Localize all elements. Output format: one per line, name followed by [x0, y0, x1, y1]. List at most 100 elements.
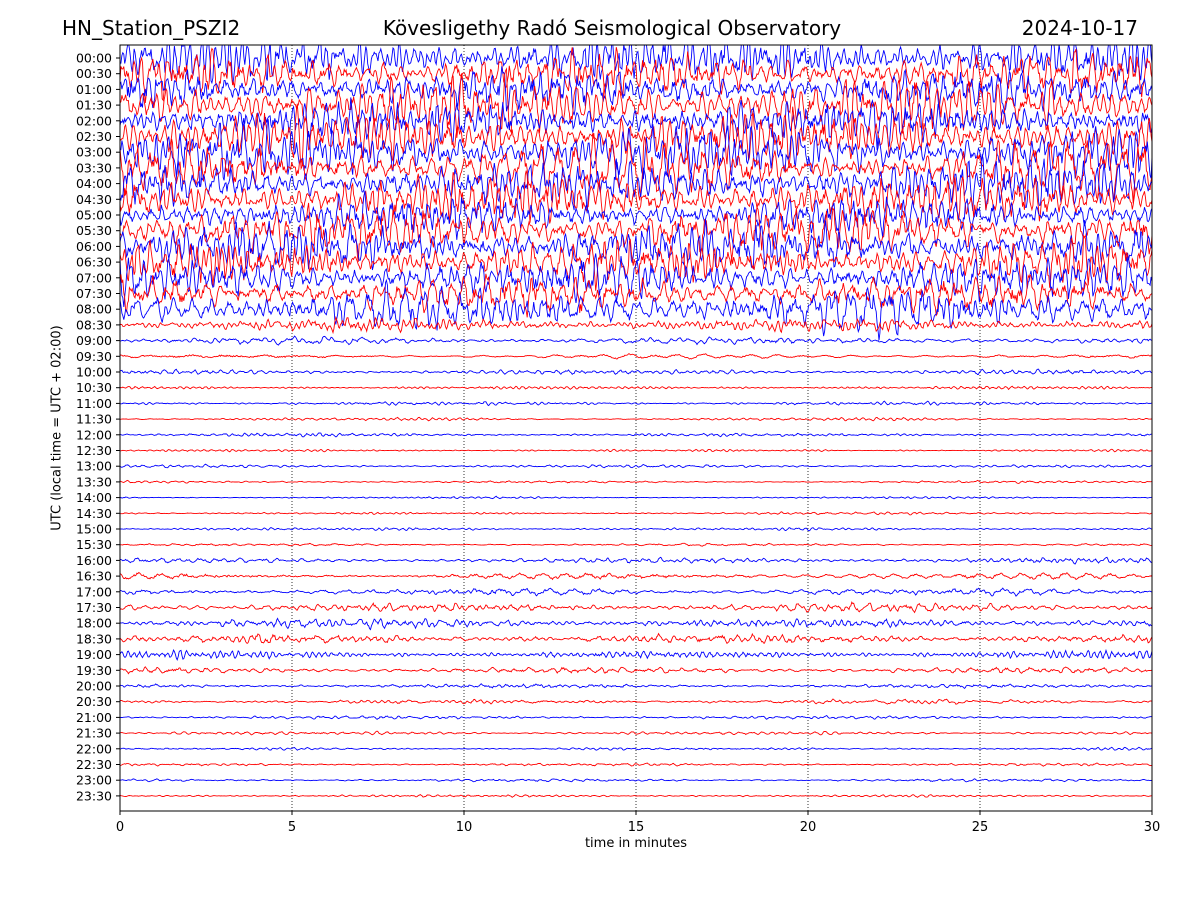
- trace-line: [120, 683, 1152, 690]
- record-date: 2024-10-17: [1021, 16, 1138, 40]
- x-tick-label: 10: [456, 820, 473, 835]
- station-name: HN_Station_PSZI2: [62, 16, 241, 40]
- y-tick-label: 19:30: [76, 663, 112, 678]
- observatory-title: Kövesligethy Radó Seismological Observat…: [382, 16, 842, 40]
- trace-line: [120, 495, 1152, 500]
- y-tick-label: 12:30: [76, 443, 112, 458]
- x-tick-label: 15: [628, 820, 645, 835]
- trace-line: [120, 97, 1152, 151]
- y-tick-label: 07:30: [76, 286, 112, 301]
- trace-line: [120, 385, 1152, 391]
- trace-line: [120, 648, 1152, 661]
- y-tick-label: 08:00: [76, 302, 112, 317]
- y-tick-label: 15:30: [76, 537, 112, 552]
- trace-line: [120, 154, 1152, 214]
- trace-line: [120, 526, 1152, 532]
- trace-line: [120, 714, 1152, 720]
- trace-line: [120, 778, 1152, 783]
- trace-line: [120, 794, 1152, 798]
- x-tick-labels: 0 5 10 15 20 25 30: [116, 811, 1160, 835]
- trace-line: [120, 132, 1152, 204]
- y-tick-label: 10:30: [76, 380, 112, 395]
- trace-line: [120, 315, 1152, 335]
- trace-line: [120, 234, 1152, 291]
- trace-line: [120, 273, 1152, 318]
- y-tick-label: 12:00: [76, 427, 112, 442]
- y-tick-label: 11:30: [76, 412, 112, 427]
- trace-line: [120, 601, 1152, 614]
- trace-line: [120, 463, 1152, 469]
- y-tick-label: 09:30: [76, 349, 112, 364]
- x-tick-label: 0: [116, 820, 124, 835]
- trace-line: [120, 353, 1152, 360]
- y-tick-label: 15:00: [76, 522, 112, 537]
- y-tick-label: 09:00: [76, 333, 112, 348]
- y-tick-label: 16:30: [76, 569, 112, 584]
- y-tick-label: 01:00: [76, 82, 112, 97]
- grid-lines: [291, 45, 981, 811]
- y-tick-label: 07:00: [76, 270, 112, 285]
- trace-line: [120, 103, 1152, 171]
- y-tick-label: 21:00: [76, 710, 112, 725]
- y-tick-label: 19:00: [76, 647, 112, 662]
- y-tick-label: 03:00: [76, 145, 112, 160]
- trace-line: [120, 170, 1152, 224]
- trace-line: [120, 45, 1152, 85]
- trace-line: [120, 202, 1152, 263]
- trace-line: [120, 632, 1152, 645]
- trace-line: [120, 746, 1152, 751]
- trace-line: [120, 448, 1152, 453]
- y-tick-label: 04:00: [76, 176, 112, 191]
- y-tick-label: 13:00: [76, 459, 112, 474]
- y-tick-label: 14:30: [76, 506, 112, 521]
- trace-line: [120, 571, 1152, 581]
- y-tick-label: 00:00: [76, 51, 112, 66]
- trace-line: [120, 511, 1152, 516]
- y-tick-label: 17:30: [76, 600, 112, 615]
- y-tick-label: 00:30: [76, 66, 112, 81]
- y-tick-label: 06:00: [76, 239, 112, 254]
- y-tick-label: 02:30: [76, 129, 112, 144]
- y-tick-label: 05:30: [76, 223, 112, 238]
- trace-line: [120, 278, 1152, 341]
- trace-group: [120, 45, 1152, 798]
- trace-line: [120, 190, 1152, 240]
- y-tick-label: 20:00: [76, 679, 112, 694]
- trace-line: [120, 698, 1152, 705]
- trace-line: [120, 542, 1152, 547]
- trace-line: [120, 479, 1152, 484]
- trace-line: [120, 617, 1152, 631]
- trace-line: [120, 47, 1152, 104]
- trace-line: [120, 416, 1152, 422]
- y-tick-label: 22:30: [76, 757, 112, 772]
- y-tick-label: 18:30: [76, 631, 112, 646]
- y-axis-label: UTC (local time = UTC + 02:00): [49, 325, 65, 531]
- y-tick-label: 20:30: [76, 694, 112, 709]
- y-tick-label: 10:00: [76, 365, 112, 380]
- x-tick-label: 5: [288, 820, 296, 835]
- y-tick-label: 23:30: [76, 788, 112, 803]
- trace-line: [120, 432, 1152, 438]
- trace-line: [120, 218, 1152, 271]
- plot-frame: [119, 44, 1153, 812]
- y-tick-labels: 00:0000:3001:0001:3002:0002:3003:0003:30…: [76, 51, 120, 803]
- y-tick-label: 04:30: [76, 192, 112, 207]
- y-tick-label: 22:00: [76, 741, 112, 756]
- trace-line: [120, 400, 1152, 407]
- y-tick-label: 18:00: [76, 616, 112, 631]
- trace-line: [120, 730, 1152, 736]
- trace-line: [120, 66, 1152, 116]
- trace-line: [120, 587, 1152, 597]
- y-tick-label: 21:30: [76, 726, 112, 741]
- trace-line: [120, 666, 1152, 675]
- trace-line: [120, 368, 1152, 375]
- y-tick-label: 01:30: [76, 98, 112, 113]
- y-tick-label: 17:00: [76, 584, 112, 599]
- x-tick-label: 30: [1144, 820, 1161, 835]
- x-axis-label: time in minutes: [584, 836, 688, 851]
- y-tick-label: 08:30: [76, 317, 112, 332]
- y-tick-label: 11:00: [76, 396, 112, 411]
- y-tick-label: 23:00: [76, 773, 112, 788]
- trace-line: [120, 556, 1152, 565]
